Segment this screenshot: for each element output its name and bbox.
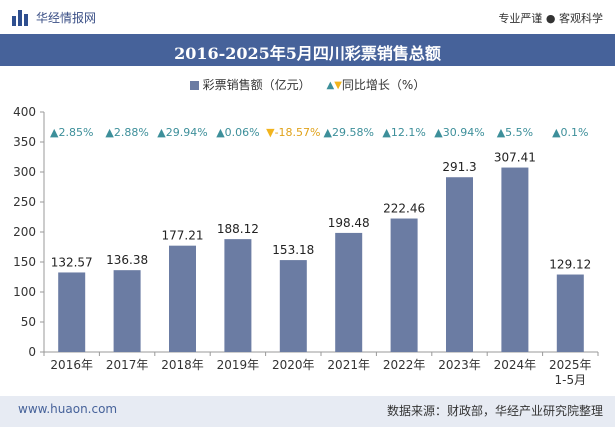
bar — [113, 270, 141, 352]
y-tick-label: 300 — [13, 165, 36, 179]
footer: www.huaon.com 数据来源：财政部，华经产业研究院整理 — [0, 396, 615, 427]
y-tick-label: 200 — [13, 225, 36, 239]
bar-chart: 050100150200250300350400132.572016年▲2.85… — [13, 105, 599, 387]
x-tick-label: 2019年 — [217, 358, 260, 372]
x-tick-label: 2021年 — [327, 358, 370, 372]
chart-title: 2016-2025年5月四川彩票销售总额 — [174, 44, 441, 63]
y-tick-label: 400 — [13, 105, 36, 119]
logo-icon — [12, 9, 30, 26]
x-tick-label: 2025年 — [549, 358, 592, 372]
growth-label: ▲5.5% — [497, 126, 533, 139]
bar-value-label: 129.12 — [549, 258, 591, 272]
up-triangle-icon: ▲ — [105, 126, 114, 139]
bar — [501, 167, 529, 352]
footer-website[interactable]: www.huaon.com — [18, 402, 118, 416]
y-tick-label: 50 — [21, 315, 36, 329]
bar — [556, 274, 584, 352]
header: 华经情报网 专业严谨 ● 客观科学 — [0, 0, 615, 34]
tagline: 专业严谨 ● 客观科学 — [498, 12, 603, 25]
bar — [335, 232, 363, 352]
growth-label: ▼-18.57% — [266, 126, 320, 139]
x-tick-label: 2023年 — [438, 358, 481, 372]
growth-label: ▲30.94% — [434, 126, 484, 139]
up-triangle-icon: ▲ — [216, 126, 225, 139]
up-triangle-icon: ▲ — [382, 126, 391, 139]
x-tick-label: 2022年 — [383, 358, 426, 372]
growth-value: 2.88% — [114, 126, 149, 139]
bar-value-label: 188.12 — [217, 222, 259, 236]
down-triangle-icon: ▼ — [266, 126, 275, 139]
growth-label: ▲0.1% — [552, 126, 588, 139]
y-tick-label: 150 — [13, 255, 36, 269]
x-tick-label: 2016年 — [50, 358, 93, 372]
growth-label: ▲12.1% — [382, 126, 425, 139]
up-triangle-icon: ▲ — [157, 126, 166, 139]
logo: 华经情报网 — [12, 9, 96, 26]
legend-item-sales: 彩票销售额（亿元） — [189, 76, 311, 93]
growth-value: 2.85% — [58, 126, 93, 139]
x-tick-label: 2024年 — [494, 358, 537, 372]
legend-sales-label: 彩票销售额（亿元） — [202, 78, 311, 92]
bar-value-label: 132.57 — [51, 255, 93, 269]
growth-value: -18.57% — [275, 126, 321, 139]
legend-bar-swatch — [189, 81, 199, 90]
up-triangle-icon: ▲ — [50, 126, 59, 139]
bar — [446, 177, 473, 352]
bar-value-label: 177.21 — [162, 229, 204, 243]
legend-growth-label: 同比增长（%） — [341, 78, 426, 92]
y-tick-label: 250 — [13, 195, 36, 209]
growth-value: 0.06% — [225, 126, 260, 139]
growth-value: 5.5% — [505, 126, 533, 139]
y-tick-label: 100 — [13, 285, 36, 299]
bar — [279, 260, 307, 352]
bar-value-label: 307.41 — [494, 151, 536, 165]
title-bar — [0, 34, 615, 66]
bar — [169, 245, 196, 352]
up-triangle-icon: ▲ — [497, 126, 506, 139]
growth-label: ▲2.85% — [50, 126, 93, 139]
growth-label: ▲29.94% — [157, 126, 207, 139]
x-tick-label: 1-5月 — [554, 373, 586, 387]
bar — [390, 218, 418, 352]
bar-value-label: 153.18 — [272, 243, 314, 257]
legend-down-triangle-icon: ▼ — [334, 80, 342, 91]
x-tick-label: 2020年 — [272, 358, 315, 372]
legend: 彩票销售额（亿元） ▲▼同比增长（%） — [0, 76, 615, 93]
growth-value: 12.1% — [391, 126, 426, 139]
x-tick-label: 2017年 — [106, 358, 149, 372]
growth-label: ▲29.58% — [323, 126, 373, 139]
logo-text: 华经情报网 — [36, 11, 97, 25]
bar — [58, 272, 86, 352]
growth-label: ▲2.88% — [105, 126, 148, 139]
legend-item-growth: ▲▼同比增长（%） — [327, 76, 426, 93]
growth-label: ▲0.06% — [216, 126, 259, 139]
legend-up-triangle-icon: ▲ — [326, 80, 335, 91]
up-triangle-icon: ▲ — [552, 126, 561, 139]
growth-value: 30.94% — [443, 126, 485, 139]
up-triangle-icon: ▲ — [323, 126, 332, 139]
bar-value-label: 291.3 — [442, 160, 476, 174]
growth-value: 0.1% — [561, 126, 589, 139]
up-triangle-icon: ▲ — [434, 126, 443, 139]
bar-value-label: 136.38 — [106, 253, 148, 267]
bar-value-label: 222.46 — [383, 202, 425, 216]
x-tick-label: 2018年 — [161, 358, 204, 372]
y-tick-label: 0 — [28, 345, 36, 359]
bar — [224, 239, 252, 352]
y-tick-label: 350 — [13, 135, 36, 149]
footer-source: 数据来源：财政部，华经产业研究院整理 — [386, 404, 603, 418]
growth-value: 29.94% — [166, 126, 208, 139]
growth-value: 29.58% — [332, 126, 374, 139]
bar-value-label: 198.48 — [328, 216, 370, 230]
